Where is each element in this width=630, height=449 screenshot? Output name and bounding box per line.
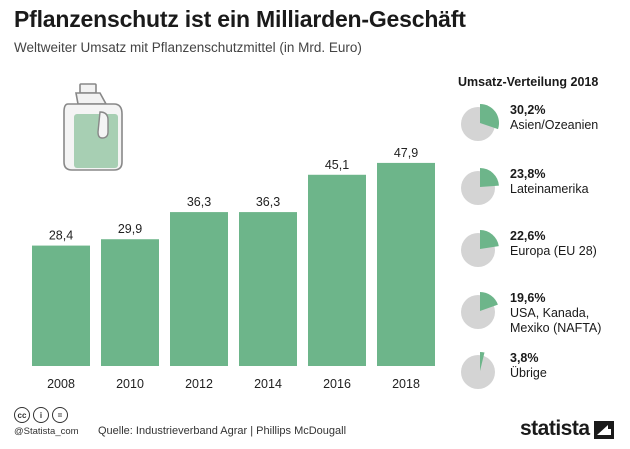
bar-value-label: 47,9 <box>394 146 418 160</box>
pie-region-name: Asien/Ozeanien <box>510 118 599 132</box>
bar-2016 <box>308 174 366 366</box>
pie-highlight-slice <box>480 352 485 371</box>
pie-chart-icon <box>461 168 499 205</box>
bar-value-label: 28,4 <box>49 229 73 243</box>
pie-item: 3,8% Übrige <box>458 350 628 400</box>
pie-item: 30,2% Asien/Ozeanien <box>458 102 628 152</box>
pie-chart-icon <box>461 104 499 141</box>
bar-value-label: 36,3 <box>256 195 280 209</box>
pie-chart-icon <box>461 230 499 267</box>
pie-percentage: 23,8% <box>510 167 546 181</box>
x-tick-label: 2008 <box>47 377 75 391</box>
pie-highlight-slice <box>480 104 499 130</box>
license-icons: cc i = <box>14 407 68 423</box>
bar-2014 <box>239 212 297 366</box>
x-tick-label: 2012 <box>185 377 213 391</box>
bottle-icon <box>63 83 123 171</box>
statista-logo: statista <box>520 417 590 440</box>
chart-subtitle: Weltweiter Umsatz mit Pflanzenschutzmitt… <box>14 40 362 55</box>
pie-highlight-slice <box>480 168 499 187</box>
pie-highlight-slice <box>480 230 499 249</box>
pie-percentage: 22,6% <box>510 229 546 243</box>
pie-region-name: USA, Kanada, Mexiko (NAFTA) <box>510 306 602 335</box>
bar-2018 <box>377 162 435 366</box>
bar-2012 <box>170 212 228 366</box>
pie-region-name: Lateinamerika <box>510 182 589 196</box>
pie-percentage: 30,2% <box>510 103 546 117</box>
footer: cc i = @Statista_com Quelle: Industrieve… <box>0 402 630 449</box>
pie-item: 19,6% USA, Kanada, Mexiko (NAFTA) <box>458 290 628 340</box>
bar-value-label: 36,3 <box>187 195 211 209</box>
bar-chart: 28,4 2008 29,9 2010 36,3 2012 36,3 2014 45,1 2016… <box>32 83 435 391</box>
no-derivatives-icon: = <box>52 407 68 423</box>
pie-percentage: 19,6% <box>510 291 546 305</box>
bar-value-label: 29,9 <box>118 222 142 236</box>
cc-icon: cc <box>14 407 30 423</box>
x-tick-label: 2014 <box>254 377 282 391</box>
pie-panel-title: Umsatz-Verteilung 2018 <box>458 75 599 89</box>
bar-value-label: 45,1 <box>325 158 349 172</box>
pie-item: 22,6% Europa (EU 28) <box>458 228 628 278</box>
attribution-icon: i <box>33 407 49 423</box>
statista-mark-icon <box>594 421 614 439</box>
pie-rest-slice <box>461 355 495 389</box>
bar-2008 <box>32 245 90 366</box>
x-tick-label: 2018 <box>392 377 420 391</box>
pie-highlight-slice <box>480 292 498 311</box>
bar-2010 <box>101 239 159 366</box>
source-text: Quelle: Industrieverband Agrar | Phillip… <box>98 425 347 437</box>
social-handle: @Statista_com <box>14 426 79 437</box>
chart-title: Pflanzenschutz ist ein Milliarden-Geschä… <box>14 6 466 32</box>
pie-chart-icon <box>461 352 495 389</box>
pie-chart-icon <box>461 292 498 329</box>
pie-region-name: Europa (EU 28) <box>510 244 597 258</box>
pie-percentage: 3,8% <box>510 351 539 365</box>
pie-item: 23,8% Lateinamerika <box>458 166 628 216</box>
x-tick-label: 2010 <box>116 377 144 391</box>
x-tick-label: 2016 <box>323 377 351 391</box>
pie-region-name: Übrige <box>510 366 547 380</box>
